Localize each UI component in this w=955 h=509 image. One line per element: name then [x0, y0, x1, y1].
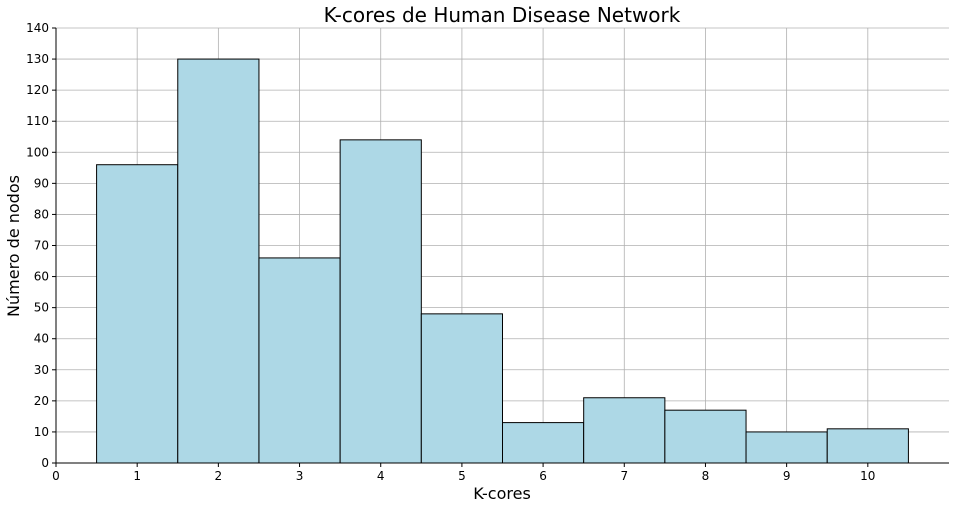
bar-kcore-4 [339, 139, 422, 464]
y-tick-label: 10 [34, 425, 49, 439]
bar-kcore-3 [258, 257, 341, 464]
y-tick-label: 140 [26, 21, 49, 35]
y-tick-label: 0 [41, 456, 49, 470]
bar-kcore-9 [745, 431, 828, 464]
bar-kcore-10 [826, 428, 909, 464]
bar-kcore-7 [583, 397, 666, 464]
bar-kcore-1 [96, 164, 179, 464]
y-tick-label: 20 [34, 394, 49, 408]
y-tick-label: 40 [34, 332, 49, 346]
x-tick-label: 4 [377, 469, 385, 483]
y-tick-label: 130 [26, 52, 49, 66]
y-tick-label: 120 [26, 83, 49, 97]
y-tick-label: 30 [34, 363, 49, 377]
y-axis-title: Número de nodos [4, 175, 23, 317]
x-tick-label: 8 [702, 469, 710, 483]
bars [96, 58, 909, 464]
x-tick-label: 7 [620, 469, 628, 483]
y-axis-ticks: 0 10 20 30 40 50 60 70 80 90 100 110 120 130 140 [26, 21, 56, 470]
bar-kcore-2 [177, 58, 260, 464]
x-tick-label: 5 [458, 469, 466, 483]
y-tick-label: 100 [26, 145, 49, 159]
x-tick-label: 3 [296, 469, 304, 483]
x-axis-title: K-cores [473, 484, 531, 503]
x-tick-label: 1 [133, 469, 141, 483]
chart-title: K-cores de Human Disease Network [324, 3, 681, 27]
x-tick-label: 6 [539, 469, 547, 483]
bar-kcore-5 [420, 313, 503, 464]
x-tick-label: 9 [783, 469, 791, 483]
x-axis-ticks: 0 1 2 3 4 5 6 7 8 9 10 [52, 463, 875, 483]
y-tick-label: 70 [34, 239, 49, 253]
y-tick-label: 110 [26, 114, 49, 128]
y-tick-label: 80 [34, 207, 49, 221]
x-tick-label: 0 [52, 469, 60, 483]
x-tick-label: 10 [860, 469, 875, 483]
y-tick-label: 50 [34, 301, 49, 315]
bar-kcore-8 [664, 409, 747, 464]
bar-kcore-6 [502, 422, 585, 464]
y-tick-label: 60 [34, 270, 49, 284]
y-tick-label: 90 [34, 176, 49, 190]
x-tick-label: 2 [215, 469, 223, 483]
